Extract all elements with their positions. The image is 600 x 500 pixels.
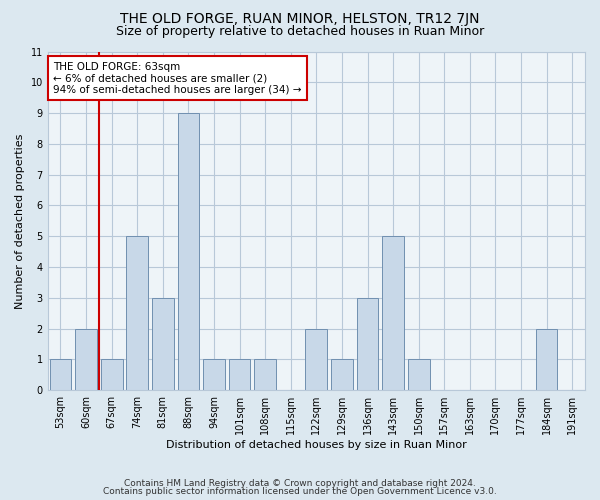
- Text: THE OLD FORGE: 63sqm
← 6% of detached houses are smaller (2)
94% of semi-detache: THE OLD FORGE: 63sqm ← 6% of detached ho…: [53, 62, 302, 95]
- Bar: [203, 360, 225, 390]
- Text: Contains public sector information licensed under the Open Government Licence v3: Contains public sector information licen…: [103, 487, 497, 496]
- Bar: [178, 113, 199, 390]
- Bar: [356, 298, 379, 390]
- Bar: [75, 328, 97, 390]
- Text: Size of property relative to detached houses in Ruan Minor: Size of property relative to detached ho…: [116, 25, 484, 38]
- Bar: [127, 236, 148, 390]
- Bar: [229, 360, 250, 390]
- Bar: [536, 328, 557, 390]
- Bar: [101, 360, 122, 390]
- Bar: [382, 236, 404, 390]
- Bar: [305, 328, 327, 390]
- Bar: [254, 360, 276, 390]
- Bar: [408, 360, 430, 390]
- X-axis label: Distribution of detached houses by size in Ruan Minor: Distribution of detached houses by size …: [166, 440, 467, 450]
- Text: Contains HM Land Registry data © Crown copyright and database right 2024.: Contains HM Land Registry data © Crown c…: [124, 478, 476, 488]
- Bar: [331, 360, 353, 390]
- Text: THE OLD FORGE, RUAN MINOR, HELSTON, TR12 7JN: THE OLD FORGE, RUAN MINOR, HELSTON, TR12…: [120, 12, 480, 26]
- Bar: [50, 360, 71, 390]
- Y-axis label: Number of detached properties: Number of detached properties: [15, 133, 25, 308]
- Bar: [152, 298, 173, 390]
